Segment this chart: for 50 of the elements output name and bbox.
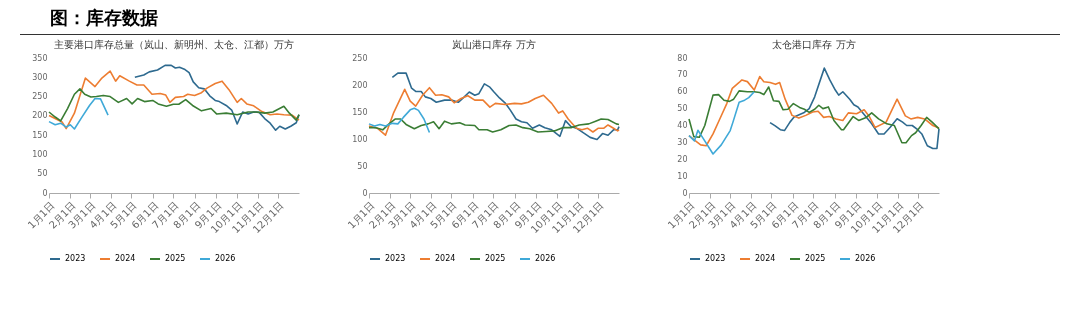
- line-series: [368, 107, 431, 134]
- y-tick-label: 10: [677, 171, 688, 181]
- line-series: [688, 86, 940, 144]
- y-tick-label: 80: [677, 53, 688, 63]
- y-tick-label: 100: [352, 134, 368, 144]
- legend-label: 2023: [705, 254, 726, 263]
- legend-label: 2023: [65, 254, 86, 263]
- y-tick-label: 70: [677, 70, 688, 80]
- legend-label: 2026: [855, 254, 876, 263]
- line-series: [134, 64, 300, 131]
- y-tick-label: 0: [42, 188, 48, 198]
- line-series: [391, 72, 620, 141]
- legend-label: 2024: [435, 254, 456, 263]
- legend-label: 2024: [115, 254, 136, 263]
- legend-label: 2024: [755, 254, 776, 263]
- y-tick-label: 200: [352, 80, 368, 90]
- chart-title: 太仓港口库存 万方: [772, 39, 856, 50]
- y-tick-label: 150: [32, 130, 48, 140]
- y-tick-label: 60: [677, 87, 688, 97]
- line-series: [368, 86, 620, 137]
- y-tick-label: 250: [32, 92, 48, 102]
- y-tick-label: 50: [677, 104, 688, 114]
- legend-label: 2025: [805, 254, 826, 263]
- y-tick-label: 0: [682, 188, 688, 198]
- legend-label: 2023: [385, 254, 406, 263]
- chart-title: 岚山港口库存 万方: [452, 39, 536, 50]
- line-series: [48, 88, 300, 122]
- legend-label: 2026: [215, 254, 236, 263]
- y-tick-label: 50: [357, 161, 368, 171]
- y-tick-label: 40: [677, 121, 688, 130]
- legend-label: 2026: [535, 254, 556, 263]
- y-tick-label: 300: [32, 72, 48, 82]
- y-tick-label: 150: [352, 107, 368, 117]
- y-tick-label: 0: [362, 188, 368, 198]
- legend-label: 2025: [165, 254, 186, 263]
- y-tick-label: 350: [32, 53, 48, 63]
- legend-label: 2025: [485, 254, 506, 263]
- line-series: [688, 90, 756, 155]
- y-tick-label: 100: [32, 149, 48, 159]
- line-series: [48, 70, 300, 130]
- line-series: [48, 97, 109, 130]
- line-series: [368, 118, 620, 133]
- chart-title: 主要港口库存总量（岚山、新明州、太仓、江都）万方: [54, 39, 294, 50]
- y-tick-label: 50: [37, 169, 48, 179]
- text: 图：库存数据: [20, 0, 1060, 35]
- y-tick-label: 30: [677, 137, 688, 147]
- y-tick-label: 250: [352, 53, 368, 63]
- y-tick-label: 200: [32, 111, 48, 121]
- y-tick-label: 20: [677, 154, 688, 164]
- line-series: [769, 67, 940, 150]
